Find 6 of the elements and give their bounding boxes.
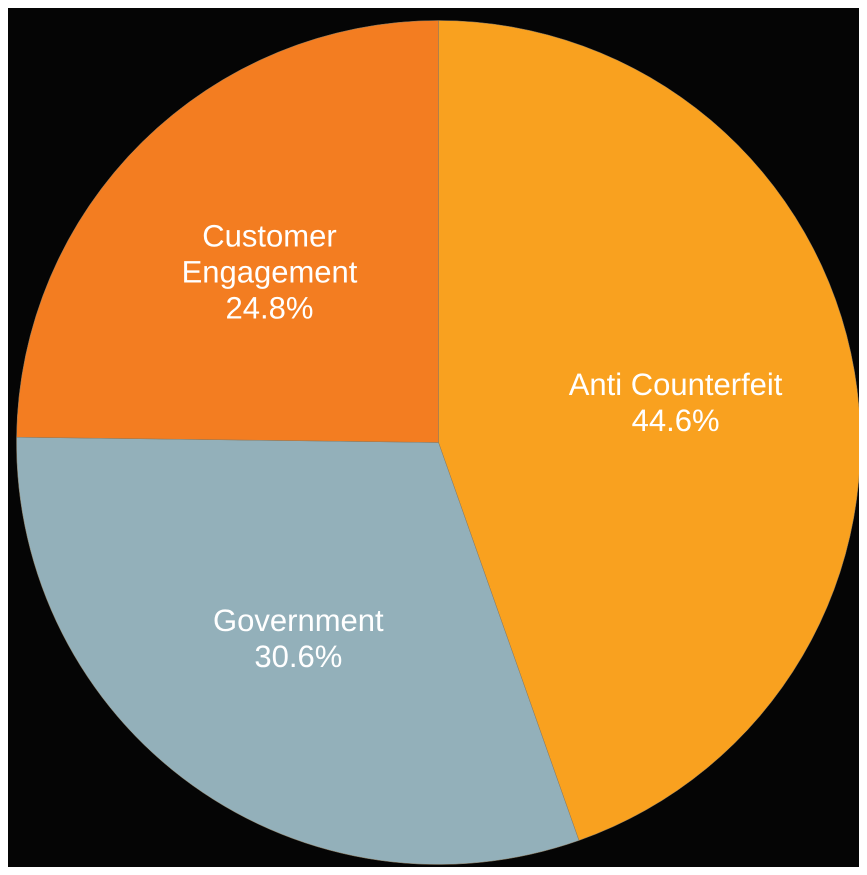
data-label: 24.8% bbox=[226, 290, 314, 325]
slice-label: Government bbox=[213, 602, 384, 638]
data-label: 44.6% bbox=[632, 402, 720, 438]
slice-label: Anti Counterfeit bbox=[568, 366, 783, 402]
data-label: 30.6% bbox=[254, 638, 342, 674]
slice-label: Customer Engagement bbox=[182, 218, 358, 289]
